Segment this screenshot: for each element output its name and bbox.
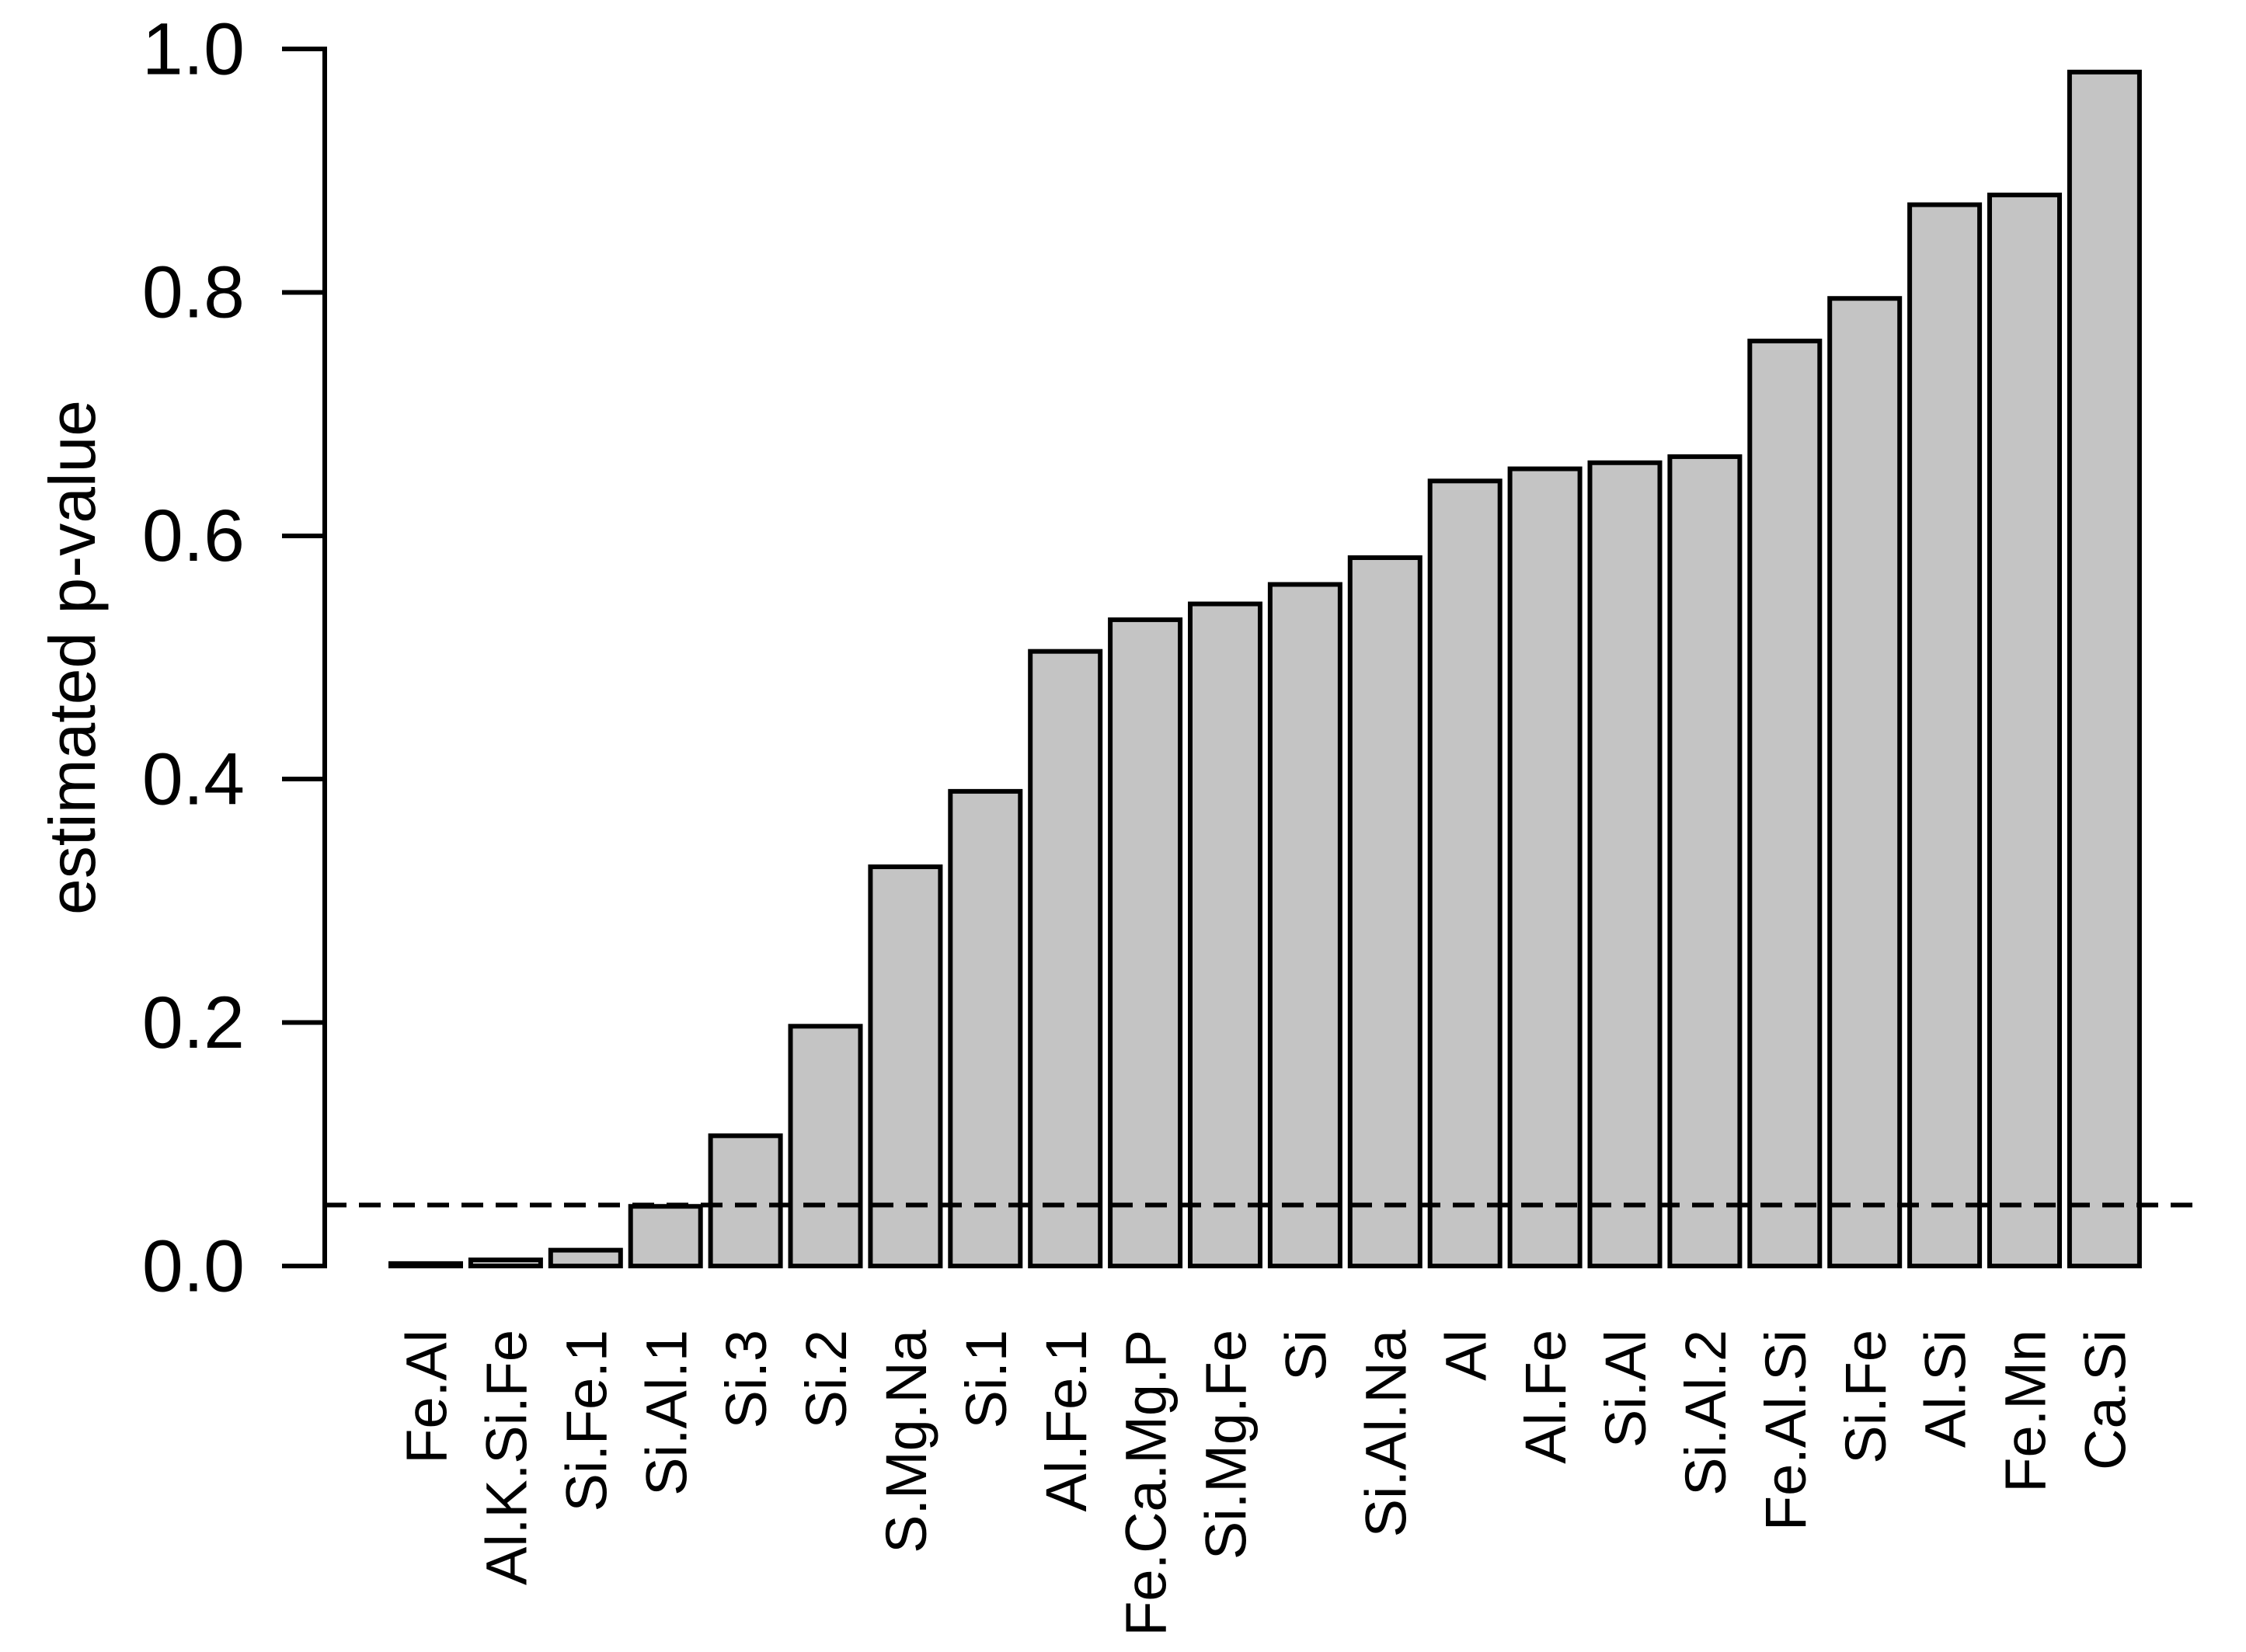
x-axis-label-Si.Fe.1: Si.Fe.1 xyxy=(554,1330,618,1511)
bar-Fe.Ca.Mg.P xyxy=(1108,617,1183,1268)
bar-Al.Fe xyxy=(1507,466,1583,1268)
bar-Al xyxy=(1427,478,1503,1268)
x-axis-label-Si.Mg.Fe: Si.Mg.Fe xyxy=(1194,1330,1259,1560)
bar-Si.Mg.Fe xyxy=(1188,601,1262,1268)
x-axis-label-Al.Fe: Al.Fe xyxy=(1513,1330,1578,1464)
x-axis-label-Si.Al.2: Si.Al.2 xyxy=(1673,1330,1738,1496)
x-axis-label-Si.1: Si.1 xyxy=(954,1330,1019,1429)
y-tick-label-0.2: 0.2 xyxy=(142,982,245,1064)
x-axis-label-Al.K.Si.Fe: Al.K.Si.Fe xyxy=(475,1330,539,1585)
x-axis-label-Fe.Mn: Fe.Mn xyxy=(1994,1330,2058,1493)
bar-Si.2 xyxy=(788,1024,863,1269)
bar-Ca.Si xyxy=(2067,69,2142,1269)
x-axis-label-Si.Fe: Si.Fe xyxy=(1833,1330,1898,1464)
y-tick-label-1.0: 1.0 xyxy=(142,8,245,90)
x-axis-label-Fe.Ca.Mg.P: Fe.Ca.Mg.P xyxy=(1114,1330,1179,1636)
x-axis-label-S.Mg.Na: S.Mg.Na xyxy=(874,1329,938,1553)
x-axis-label-Al.Fe.1: Al.Fe.1 xyxy=(1034,1330,1099,1511)
bar-Si.Fe xyxy=(1827,296,1903,1268)
y-tick-label-0.6: 0.6 xyxy=(142,495,245,577)
bar-Si.Al.2 xyxy=(1667,454,1743,1269)
y-tick-label-0.4: 0.4 xyxy=(142,739,245,821)
bar-Al.Si xyxy=(1907,202,1983,1268)
bar-Si.1 xyxy=(948,788,1023,1268)
bar-Fe.Al.Si xyxy=(1747,339,1823,1269)
x-axis-label-Al: Al xyxy=(1433,1330,1498,1381)
bar-Fe.Al xyxy=(388,1261,463,1268)
bar-Si.Al.Na xyxy=(1347,555,1422,1268)
bar-Fe.Mn xyxy=(1987,193,2062,1268)
y-tick-label-0.0: 0.0 xyxy=(142,1225,245,1307)
y-axis-title: estimated p-value xyxy=(36,400,109,915)
bar-Si xyxy=(1267,582,1342,1268)
x-axis-label-Fe.Al: Fe.Al xyxy=(395,1330,459,1464)
x-axis-label-Si.Al.Na: Si.Al.Na xyxy=(1353,1329,1418,1537)
x-axis-label-Al.Si: Al.Si xyxy=(1913,1330,1978,1448)
x-axis-label-Si.Al.1: Si.Al.1 xyxy=(634,1330,698,1496)
x-axis-label-Si: Si xyxy=(1274,1330,1339,1381)
x-axis-label-Ca.Si: Ca.Si xyxy=(2074,1330,2138,1470)
bar-Si.Al.1 xyxy=(628,1204,703,1269)
bar-Al.Fe.1 xyxy=(1028,649,1103,1268)
x-axis-label-Fe.Al.Si: Fe.Al.Si xyxy=(1753,1330,1818,1531)
y-tick-label-0.8: 0.8 xyxy=(142,252,245,334)
x-axis-label-Si.3: Si.3 xyxy=(714,1330,778,1429)
bar-Si.Fe.1 xyxy=(548,1247,623,1269)
bar-Al.K.Si.Fe xyxy=(468,1257,543,1269)
bar-Si.3 xyxy=(708,1133,783,1269)
bar-Si.Al xyxy=(1587,460,1663,1268)
x-axis-label-Si.2: Si.2 xyxy=(794,1330,858,1429)
bar-S.Mg.Na xyxy=(868,864,943,1269)
x-axis-label-Si.Al: Si.Al xyxy=(1593,1330,1658,1448)
